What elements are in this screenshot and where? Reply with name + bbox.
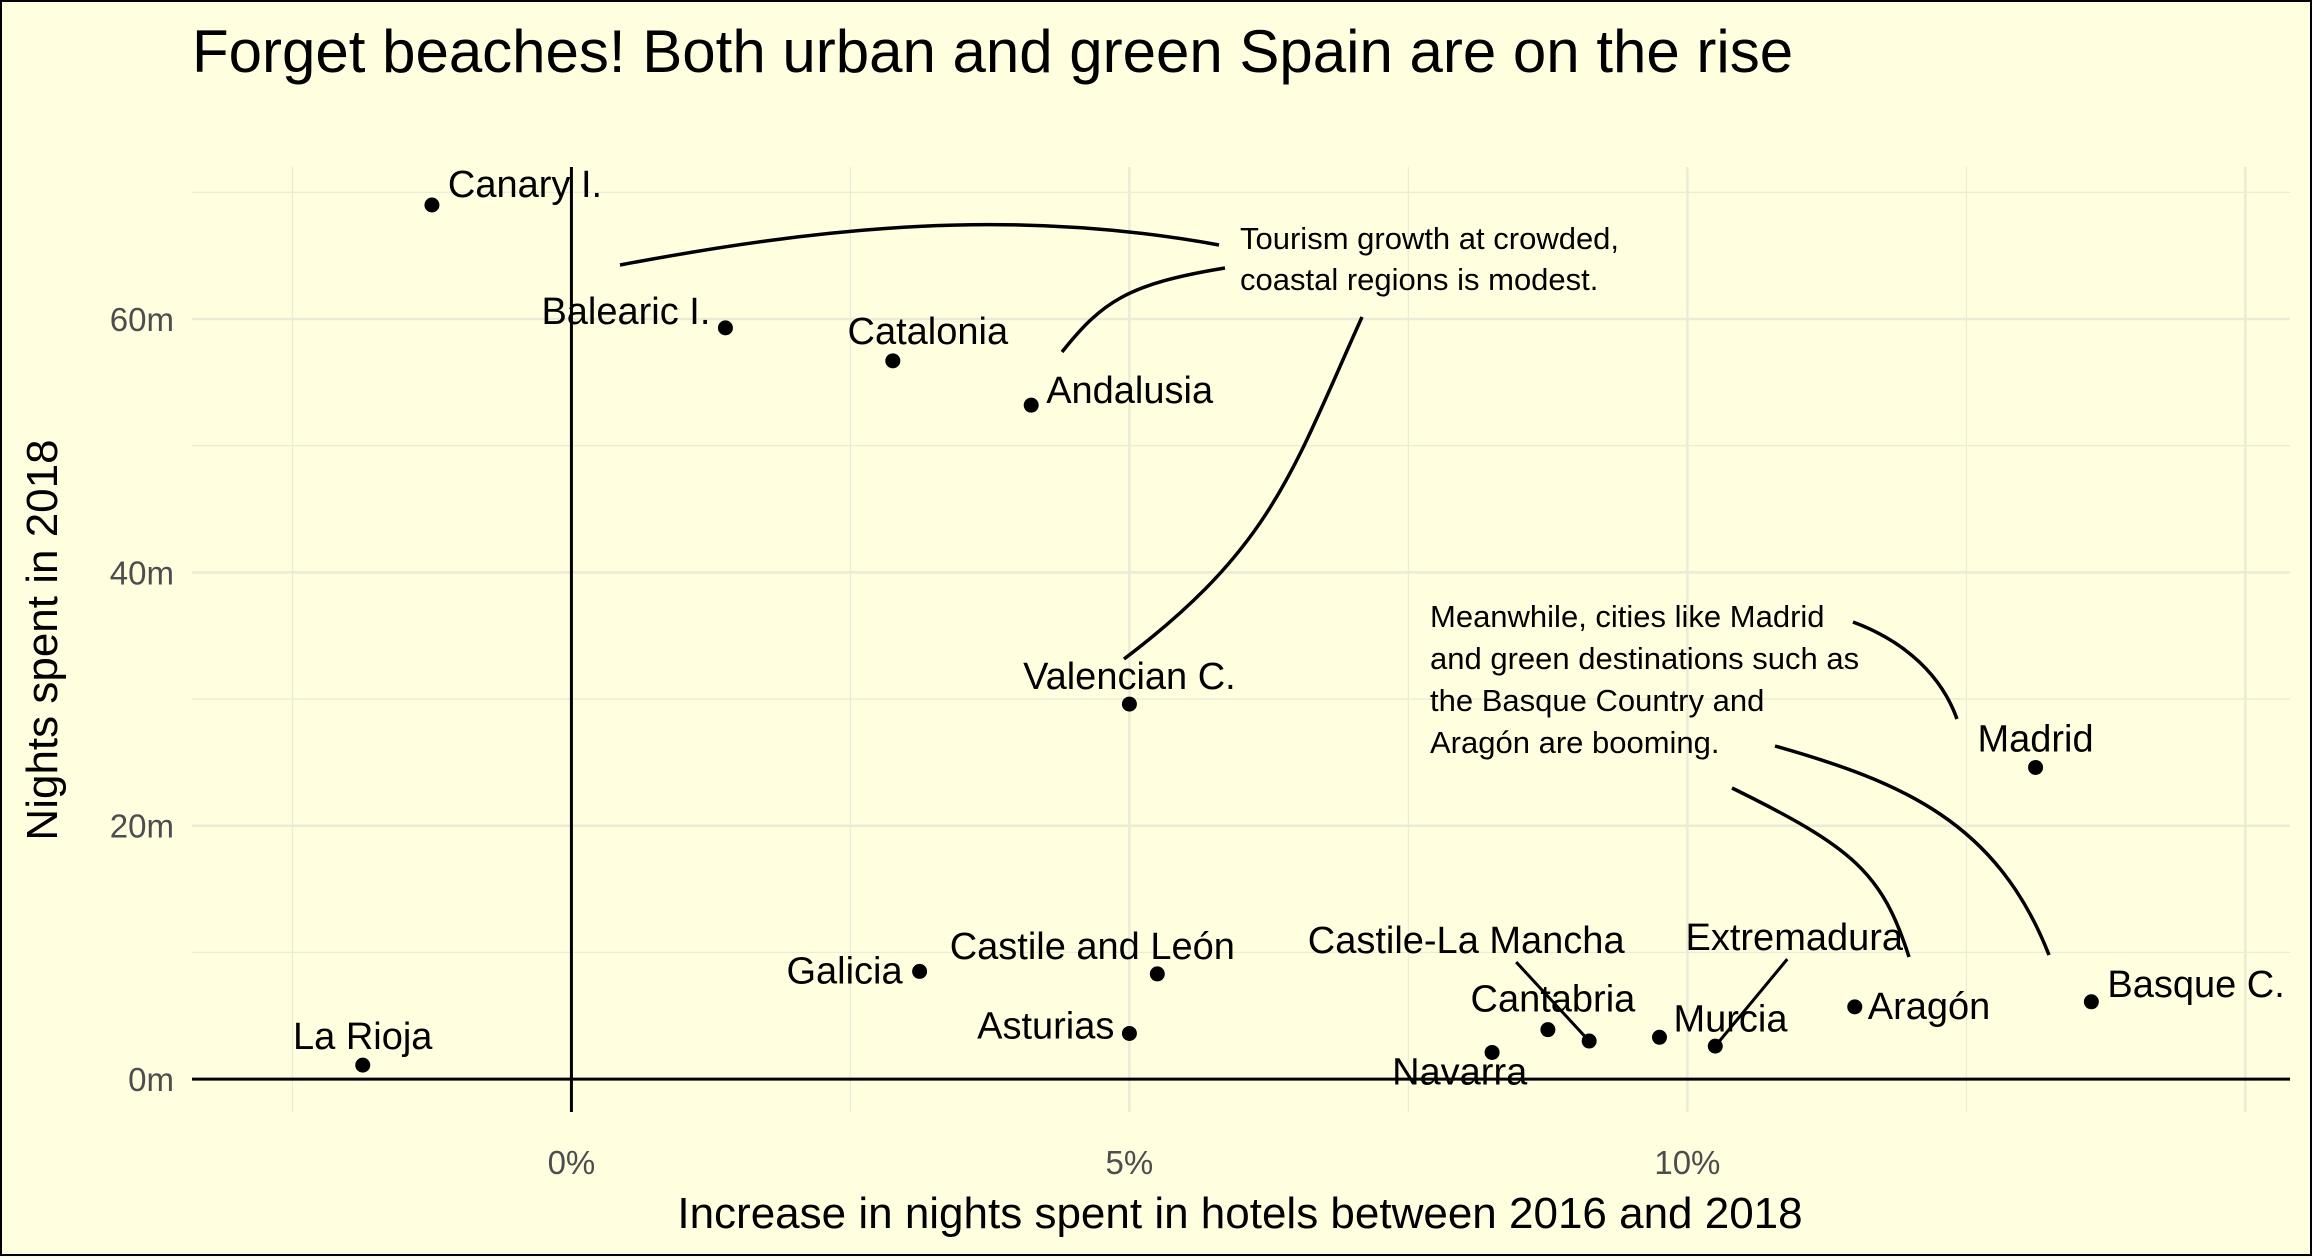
point-label: Andalusia: [1046, 370, 1214, 412]
x-axis-title: Increase in nights spent in hotels betwe…: [677, 1189, 1802, 1238]
annotation-text: and green destinations such as: [1430, 641, 1859, 676]
y-tick-label: 60m: [110, 301, 174, 338]
point-label: Aragón: [1868, 986, 1991, 1028]
point-label: Balearic I.: [541, 291, 710, 333]
data-point: [1847, 999, 1863, 1015]
annotation-arrow: [1731, 786, 1911, 958]
point-label: Madrid: [1977, 718, 2093, 760]
y-tick-labels: 0m 20m 40m 60m: [110, 301, 174, 1098]
data-point: [885, 353, 901, 369]
zero-axes: [192, 167, 2290, 1112]
data-point: [1149, 966, 1165, 982]
point-label: Extremadura: [1686, 917, 1904, 959]
data-point: [424, 197, 440, 213]
data-point: [1484, 1044, 1500, 1060]
annotation-text: coastal regions is modest.: [1240, 262, 1598, 297]
y-tick-label: 0m: [128, 1061, 174, 1098]
data-point: [2028, 759, 2044, 775]
annotation-arrow: [1060, 266, 1226, 354]
y-tick-label: 20m: [110, 808, 174, 845]
grid-lines: [192, 167, 2290, 1112]
label-connector: [1714, 958, 1789, 1048]
point-label: La Rioja: [293, 1016, 433, 1058]
chart-title: Forget beaches! Both urban and green Spa…: [192, 18, 1793, 85]
annotation-text: Tourism growth at crowded,: [1240, 221, 1619, 256]
data-points: [355, 197, 2099, 1073]
annotation-text: the Basque Country and: [1430, 683, 1764, 718]
point-label: Canary I.: [448, 164, 602, 206]
point-label: Castile and León: [950, 926, 1235, 968]
point-label: Murcia: [1673, 998, 1788, 1040]
point-labels: Canary I. Balearic I. Catalonia Andalusia Va…: [293, 164, 2285, 1093]
data-point: [1540, 1022, 1556, 1038]
annotation-arrow: [1852, 620, 1959, 720]
y-tick-label: 40m: [110, 554, 174, 591]
data-point: [1581, 1033, 1597, 1049]
x-tick-label: 10%: [1654, 1144, 1720, 1181]
annotation-arrow: [1122, 316, 1364, 661]
point-label: Basque C.: [2107, 964, 2284, 1006]
data-point: [1121, 696, 1137, 712]
point-label: Catalonia: [848, 311, 1009, 353]
data-point: [2083, 994, 2099, 1010]
x-tick-label: 5%: [1106, 1144, 1154, 1181]
x-tick-labels: 0% 5% 10%: [548, 1144, 1721, 1181]
point-label: Valencian C.: [1023, 656, 1236, 698]
point-label: Cantabria: [1471, 979, 1637, 1021]
annotation-arrow: [1774, 744, 2051, 956]
data-point: [717, 320, 733, 336]
label-connector: [1515, 961, 1591, 1043]
data-point: [355, 1057, 371, 1073]
y-axis-title: Nights spent in 2018: [18, 439, 67, 840]
annotation-text: Meanwhile, cities like Madrid: [1430, 599, 1825, 634]
data-point: [912, 963, 928, 979]
point-label: Galicia: [786, 950, 903, 992]
x-tick-label: 0%: [548, 1144, 596, 1181]
annotations: Tourism growth at crowded, coastal region…: [619, 221, 2051, 958]
data-point: [1023, 397, 1039, 413]
data-point: [1121, 1025, 1137, 1041]
data-point: [1707, 1038, 1723, 1054]
annotation-arrow: [619, 222, 1220, 267]
point-label: Asturias: [977, 1005, 1114, 1047]
point-label: Navarra: [1392, 1051, 1528, 1093]
data-point: [1651, 1029, 1667, 1045]
annotation-text: Aragón are booming.: [1430, 725, 1720, 760]
point-label: Castile-La Mancha: [1308, 920, 1626, 962]
label-connectors: [1515, 958, 1789, 1048]
